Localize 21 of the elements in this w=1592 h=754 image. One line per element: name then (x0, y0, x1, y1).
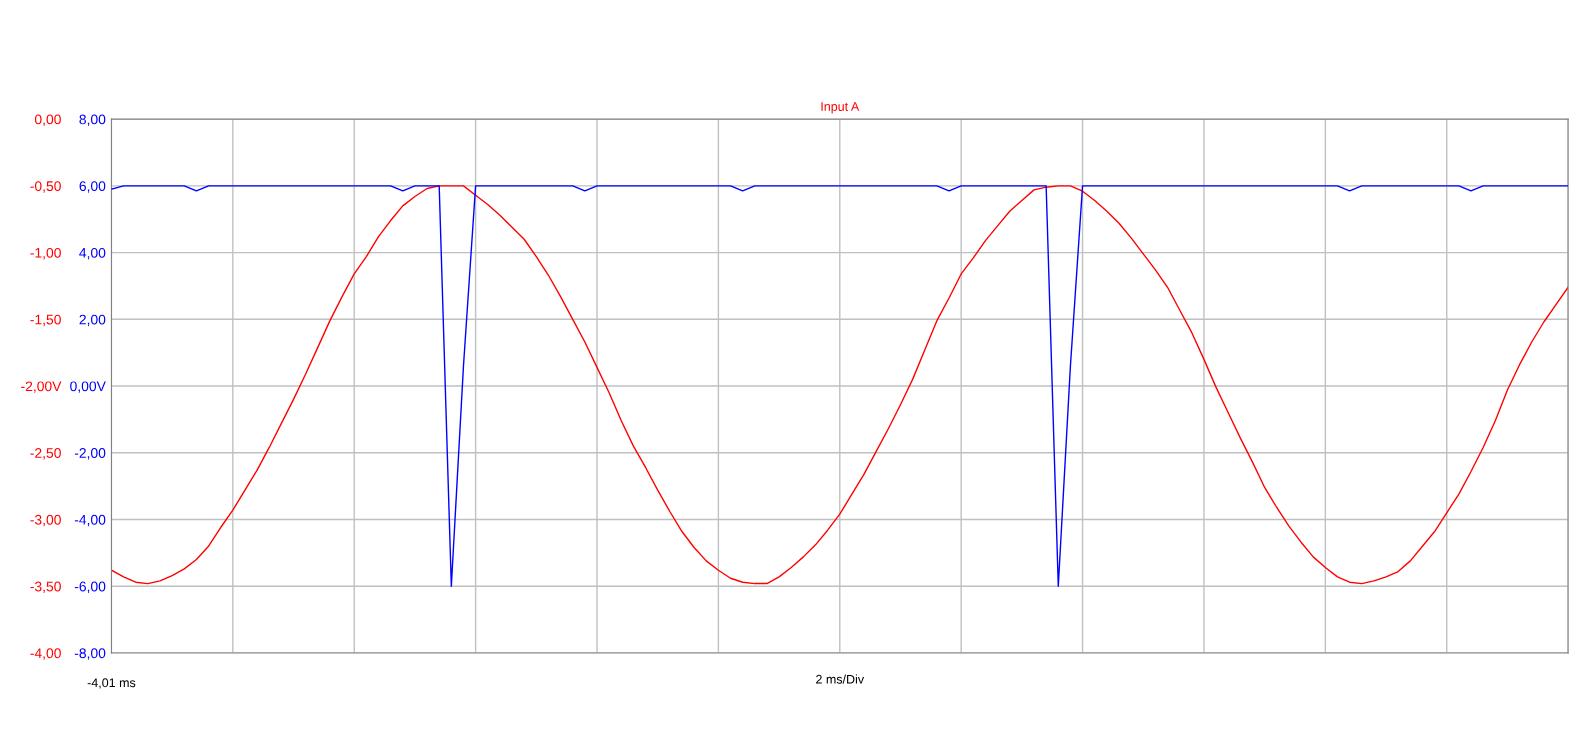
y-tick-label: -4,00 (30, 648, 61, 660)
y2-tick-label: 8,00 (79, 114, 106, 126)
y-tick-label: -2,00V (21, 381, 62, 393)
y2-tick-label: -2,00 (74, 448, 106, 460)
x-axis-title: 2 ms/Div (816, 674, 865, 684)
y2-tick-label: -8,00 (74, 648, 106, 660)
y-tick-label: -0,50 (30, 181, 61, 193)
y-tick-label: -3,50 (30, 581, 61, 594)
y2-tick-label: -6,00 (74, 581, 106, 594)
chart-title: Input A (821, 102, 860, 114)
y-tick-label: 0,00 (34, 114, 61, 126)
y2-tick-label: 2,00 (79, 314, 106, 327)
y-tick-label: -1,50 (30, 314, 61, 327)
y2-tick-label: 4,00 (79, 247, 106, 260)
y2-tick-label: -4,00 (74, 514, 106, 527)
y2-tick-label: 0,00V (70, 381, 106, 393)
y-tick-label: -2,50 (30, 448, 61, 460)
y2-tick-label: 6,00 (79, 181, 106, 193)
y-tick-label: -1,00 (30, 247, 61, 260)
text: -4,01 ms (87, 678, 136, 689)
y-tick-label: -3,00 (30, 514, 61, 527)
